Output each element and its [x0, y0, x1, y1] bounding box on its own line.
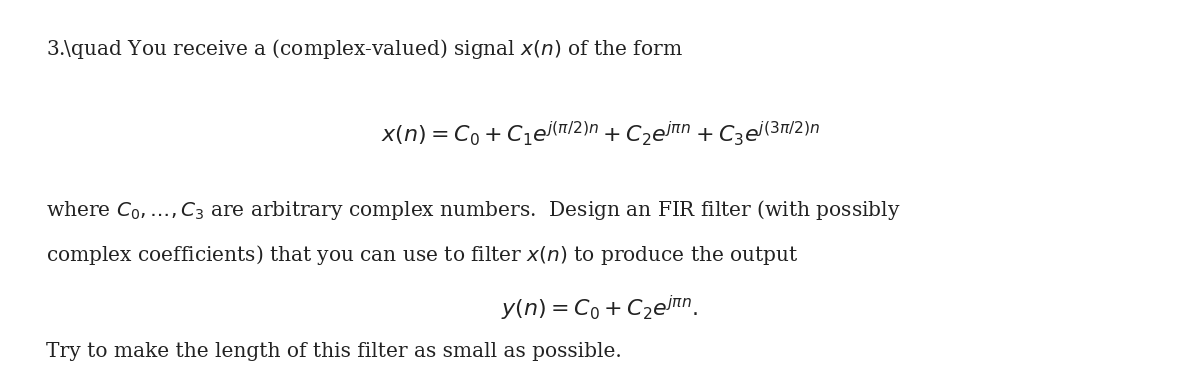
Text: $y(n) = C_0 + C_2 e^{j\pi n}.$: $y(n) = C_0 + C_2 e^{j\pi n}.$ — [502, 294, 698, 323]
Text: Try to make the length of this filter as small as possible.: Try to make the length of this filter as… — [46, 342, 622, 361]
Text: where $C_0, \ldots, C_3$ are arbitrary complex numbers.  Design an FIR filter (w: where $C_0, \ldots, C_3$ are arbitrary c… — [46, 198, 900, 222]
Text: complex coefficients) that you can use to filter $x(n)$ to produce the output: complex coefficients) that you can use t… — [46, 243, 798, 267]
Text: $x(n) = C_0 + C_1 e^{j(\pi/2)n} + C_2 e^{j\pi n} + C_3 e^{j(3\pi/2)n}$: $x(n) = C_0 + C_1 e^{j(\pi/2)n} + C_2 e^… — [380, 120, 820, 148]
Text: 3.\quad You receive a (complex-valued) signal $x(n)$ of the form: 3.\quad You receive a (complex-valued) s… — [46, 37, 683, 61]
